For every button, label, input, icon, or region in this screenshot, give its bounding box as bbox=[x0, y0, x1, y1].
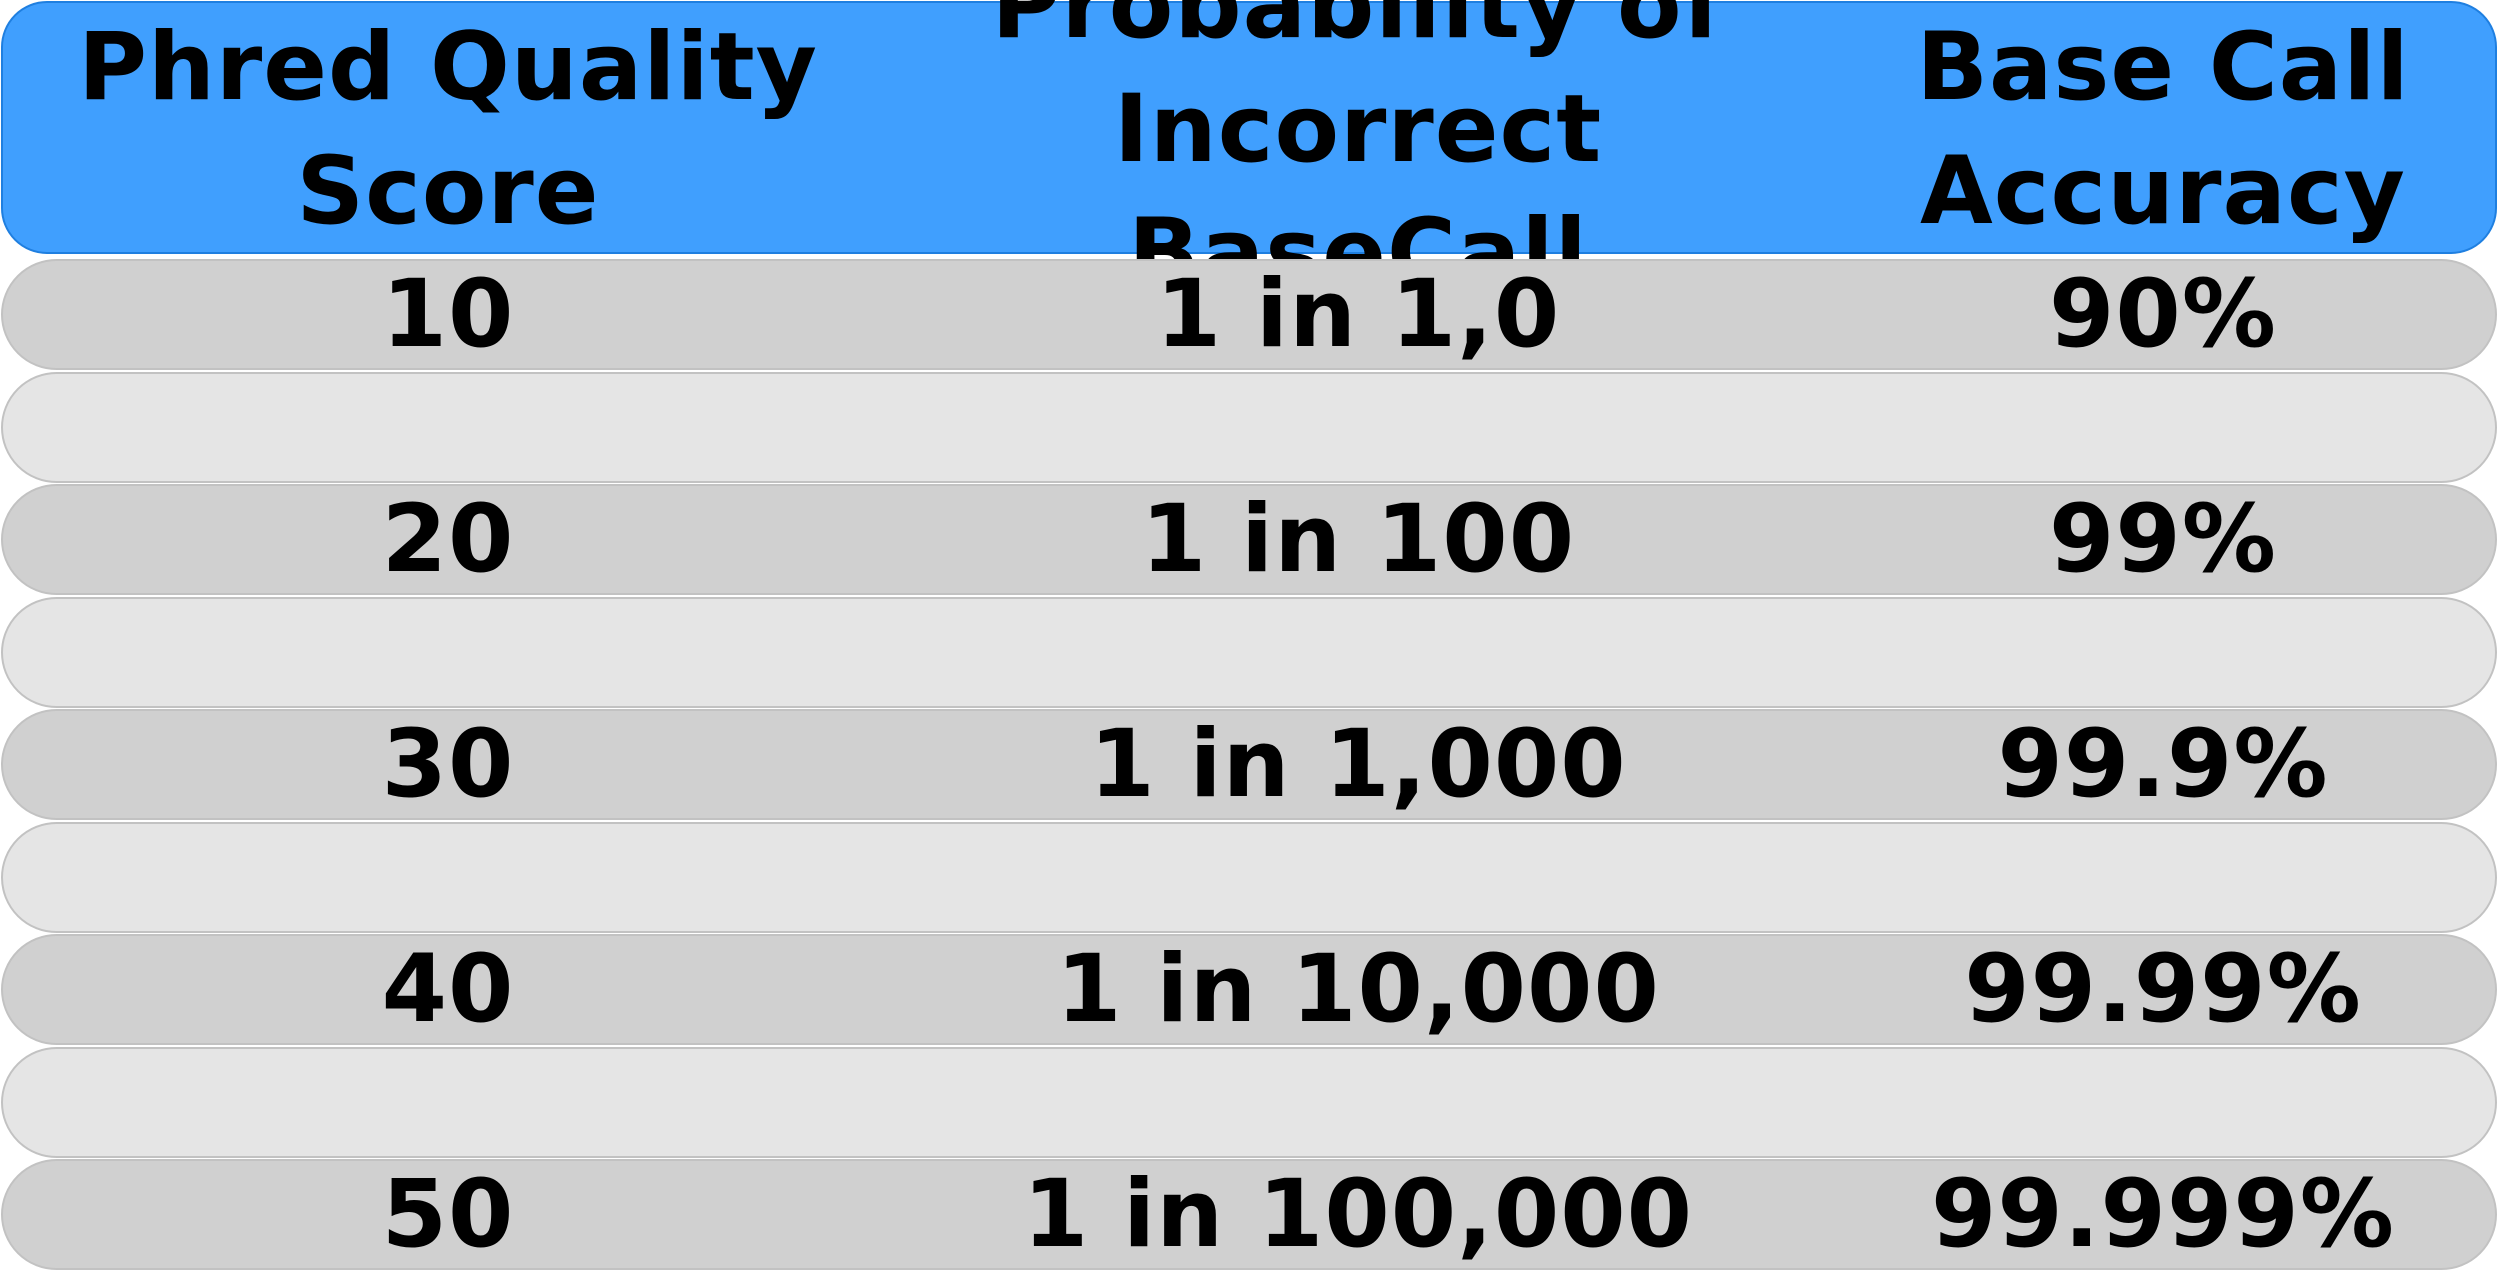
cell-accuracy: 99.999% bbox=[1931, 1160, 2395, 1269]
cell-accuracy bbox=[1863, 824, 2463, 931]
cell-error-probability bbox=[883, 599, 1833, 706]
cell-accuracy: 99% bbox=[2049, 485, 2277, 594]
cell-error-probability: 1 in 100,000 bbox=[1022, 1160, 1694, 1269]
cell-accuracy: 99.99% bbox=[1964, 935, 2362, 1044]
cell-phred-score bbox=[63, 599, 833, 706]
cell-error-probability bbox=[883, 824, 1833, 931]
cell-accuracy: 90% bbox=[2049, 260, 2277, 369]
column-header-text: Phred Quality Score bbox=[78, 12, 818, 246]
cell-accuracy bbox=[1863, 1049, 2463, 1156]
column-header-accuracy: Base Call Accuracy bbox=[1863, 3, 2463, 256]
cell-phred-score bbox=[63, 824, 833, 931]
column-header-text: Probability of Incorrect BaseCall bbox=[991, 0, 1725, 308]
table-row: 30 1 in 1,000 99.9% bbox=[1, 709, 2497, 820]
table-row: 40 1 in 10,000 99.99% bbox=[1, 934, 2497, 1045]
column-header-text: Base Call Accuracy bbox=[1916, 12, 2410, 246]
table-row: 20 1 in 100 99% bbox=[1, 484, 2497, 595]
table-row-spacer bbox=[1, 822, 2497, 933]
table-row: 50 1 in 100,000 99.999% bbox=[1, 1159, 2497, 1270]
cell-error-probability: 1 in 10,000 bbox=[1056, 935, 1660, 1044]
column-header-phred-score: Phred Quality Score bbox=[63, 3, 833, 256]
table-row-spacer bbox=[1, 372, 2497, 483]
cell-accuracy bbox=[1863, 374, 2463, 481]
cell-phred-score: 20 bbox=[381, 485, 515, 594]
cell-phred-score: 30 bbox=[381, 710, 515, 819]
table-header: Phred Quality Score Probability of Incorre… bbox=[1, 0, 2497, 308]
cell-phred-score bbox=[63, 1049, 833, 1156]
cell-phred-score: 40 bbox=[381, 935, 515, 1044]
table-row-spacer bbox=[1, 597, 2497, 708]
cell-phred-score bbox=[63, 374, 833, 481]
cell-error-probability: 1 in 1,0 bbox=[1155, 260, 1561, 369]
cell-phred-score: 10 bbox=[381, 260, 515, 369]
cell-error-probability bbox=[883, 374, 1833, 481]
cell-error-probability bbox=[883, 1049, 1833, 1156]
cell-error-probability: 1 in 1,000 bbox=[1089, 710, 1627, 819]
cell-error-probability: 1 in 100 bbox=[1140, 485, 1576, 594]
cell-accuracy: 99.9% bbox=[1997, 710, 2329, 819]
table-row: 10 1 in 1,0 90% bbox=[1, 259, 2497, 370]
cell-accuracy bbox=[1863, 599, 2463, 706]
cell-phred-score: 50 bbox=[381, 1160, 515, 1269]
column-header-probability: Probability of Incorrect BaseCall bbox=[883, 0, 1833, 308]
table-row-spacer bbox=[1, 1047, 2497, 1158]
